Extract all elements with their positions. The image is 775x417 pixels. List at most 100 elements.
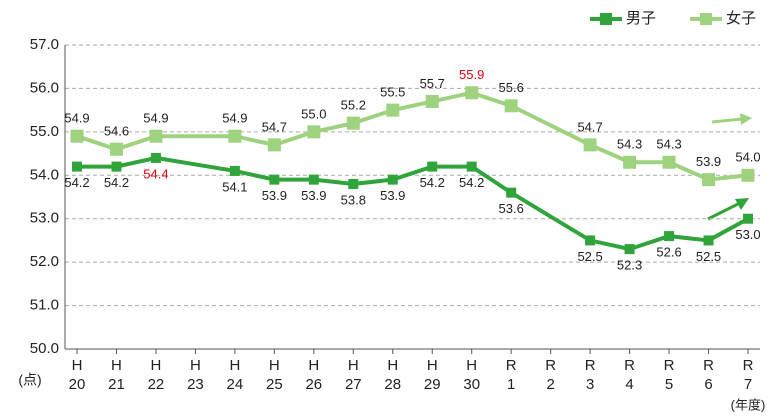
marker	[229, 165, 240, 176]
x-tick-label: R	[506, 357, 517, 374]
x-tick-label: 25	[266, 376, 283, 393]
marker	[623, 155, 637, 169]
x-tick-label: 5	[665, 376, 673, 393]
x-tick-label: 22	[148, 376, 165, 393]
marker	[150, 152, 161, 163]
marker	[308, 174, 319, 185]
x-tick-label: R	[664, 357, 675, 374]
marker	[702, 173, 716, 187]
x-tick-label: 1	[507, 376, 515, 393]
x-tick-label: H	[151, 357, 162, 374]
x-tick-label: 29	[424, 376, 441, 393]
x-tick-label: 28	[384, 376, 401, 393]
value-label: 52.5	[696, 249, 721, 264]
x-tick-label: 6	[704, 376, 712, 393]
marker	[466, 161, 477, 172]
value-label: 53.9	[696, 154, 721, 169]
x-tick-label: H	[466, 357, 477, 374]
marker	[465, 86, 479, 100]
marker	[149, 129, 163, 143]
x-tick-label: R	[703, 357, 714, 374]
x-tick-label: 30	[463, 376, 480, 393]
x-tick-label: H	[387, 357, 398, 374]
marker	[585, 235, 596, 246]
x-tick-label: R	[743, 357, 754, 374]
marker	[386, 103, 400, 117]
x-tick-label: 2	[546, 376, 554, 393]
marker	[72, 161, 82, 172]
marker	[425, 94, 439, 108]
value-label: 52.3	[617, 258, 642, 273]
value-label: 55.7	[420, 76, 445, 91]
marker	[267, 138, 281, 152]
marker	[70, 129, 84, 143]
x-tick-label: 27	[345, 376, 362, 393]
value-label: 54.2	[64, 175, 89, 190]
marker	[269, 174, 280, 185]
value-label: 54.3	[656, 137, 681, 152]
y-tick-label: 55.0	[30, 123, 59, 140]
marker	[387, 174, 398, 185]
marker	[703, 235, 714, 246]
x-tick-label: 3	[586, 376, 594, 393]
x-tick-label: R	[585, 357, 596, 374]
y-tick-label: 54.0	[30, 166, 59, 183]
value-label: 54.1	[222, 179, 247, 194]
marker	[346, 116, 360, 130]
series-line	[77, 155, 749, 252]
legend-label: 女子	[726, 9, 756, 27]
legend-label: 男子	[626, 10, 656, 27]
value-label: 54.2	[459, 175, 484, 190]
y-tick-label: 57.0	[30, 36, 59, 53]
value-label: 55.2	[341, 98, 366, 113]
x-tick-label: H	[269, 357, 280, 374]
y-tick-label: 56.0	[30, 79, 59, 96]
value-label: 55.9	[459, 67, 484, 82]
series-line	[76, 90, 749, 182]
y-tick-label: 52.0	[30, 253, 59, 270]
x-axis-label: (年度)	[731, 397, 766, 412]
value-label: 54.6	[104, 124, 129, 139]
value-label: 53.9	[301, 188, 326, 203]
marker	[109, 142, 123, 156]
marker	[624, 244, 635, 255]
value-label: 54.4	[143, 166, 168, 181]
legend-marker	[700, 13, 712, 25]
x-tick-label: H	[190, 357, 201, 374]
legend-item: 男子	[590, 10, 656, 27]
value-label: 54.2	[104, 175, 129, 190]
value-label: 52.6	[656, 245, 681, 260]
value-label: 52.5	[577, 249, 602, 264]
value-label: 54.7	[577, 119, 602, 134]
x-tick-label: H	[72, 357, 83, 374]
marker	[228, 129, 242, 143]
value-label: 53.6	[499, 201, 524, 216]
value-label: 54.2	[420, 175, 445, 190]
y-tick-label: 51.0	[30, 297, 59, 314]
value-label: 55.5	[380, 85, 405, 100]
value-label: 54.9	[222, 111, 247, 126]
legend-item: 女子	[690, 9, 756, 27]
x-tick-label: 21	[108, 376, 125, 393]
y-tick-label: 50.0	[30, 340, 59, 357]
marker	[111, 161, 122, 172]
trend-arrows	[707, 113, 752, 221]
value-label: 54.7	[262, 119, 287, 134]
x-tick-label: H	[308, 357, 319, 374]
x-tick-label: 4	[625, 376, 633, 393]
x-tick-label: 24	[227, 376, 244, 393]
marker	[664, 231, 675, 242]
value-label: 53.9	[380, 188, 405, 203]
x-tick-label: R	[545, 357, 556, 374]
value-label: 55.0	[301, 106, 326, 121]
value-label: 54.3	[617, 137, 642, 152]
legend-marker	[600, 13, 612, 25]
y-tick-label: 53.0	[30, 210, 59, 227]
marker	[741, 168, 755, 182]
value-label: 55.6	[499, 80, 524, 95]
x-tick-label: H	[427, 357, 438, 374]
marker	[662, 155, 676, 169]
marker	[506, 187, 517, 198]
y-axis-label: (点)	[18, 372, 41, 388]
